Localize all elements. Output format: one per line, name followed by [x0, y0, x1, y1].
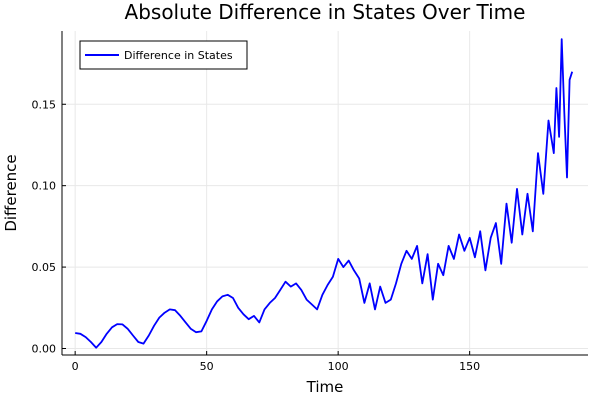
x-tick-label: 0 — [72, 360, 79, 373]
y-axis-label: Difference — [2, 154, 20, 231]
y-tick-label: 0.05 — [32, 261, 57, 274]
y-tick-label: 0.15 — [32, 98, 57, 111]
y-tick-labels: 0.00 0.05 0.10 0.15 — [32, 98, 66, 355]
x-tick-labels: 0 50 100 150 — [72, 351, 480, 373]
y-tick-label: 0.10 — [32, 180, 57, 193]
chart-title: Absolute Difference in States Over Time — [125, 0, 526, 24]
series-layer — [75, 38, 574, 349]
series-line — [75, 38, 574, 349]
x-axis-label: Time — [306, 378, 344, 396]
x-tick-label: 100 — [328, 360, 349, 373]
axes — [61, 31, 588, 356]
y-tick-label: 0.00 — [32, 342, 57, 355]
legend-label: Difference in States — [124, 49, 233, 62]
x-tick-label: 150 — [459, 360, 480, 373]
grid — [62, 31, 588, 355]
legend: Difference in States — [79, 40, 248, 70]
x-tick-label: 50 — [200, 360, 214, 373]
